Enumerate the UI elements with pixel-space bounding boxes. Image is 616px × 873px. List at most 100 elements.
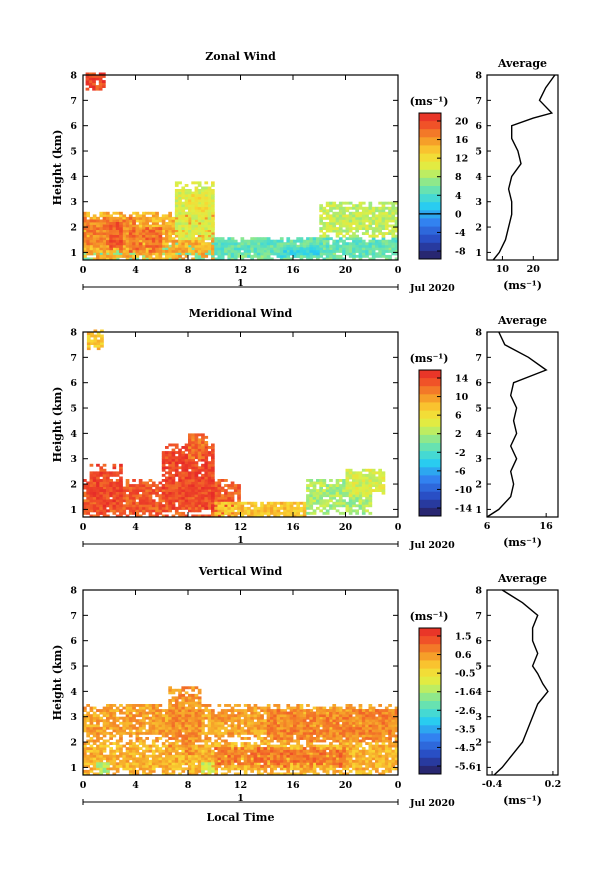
heatmap-cell <box>191 451 195 454</box>
heatmap-cell <box>191 499 195 503</box>
heatmap-cell <box>102 463 107 467</box>
panel-title: Vertical Wind <box>198 565 283 578</box>
heatmap-cell <box>345 468 350 472</box>
colorbar-tick-label: 2 <box>455 429 462 440</box>
heatmap-cell <box>233 489 238 492</box>
heatmap-cell <box>92 764 97 768</box>
heatmap-cells <box>83 686 399 776</box>
heatmap-cell <box>85 87 90 91</box>
heatmap-cell <box>247 501 251 505</box>
heatmap-cell <box>207 476 212 480</box>
heatmap-cell <box>145 239 149 243</box>
heatmap-cell <box>102 232 107 235</box>
heatmap-cell <box>83 216 87 220</box>
heatmap-cell <box>201 257 205 261</box>
heatmap-cell <box>204 451 209 454</box>
heatmap-cell <box>135 254 140 258</box>
heatmap-cell <box>99 229 104 233</box>
heatmap-cell <box>204 476 209 480</box>
heatmap-cell <box>345 484 350 487</box>
heatmap-cell <box>188 473 192 477</box>
heatmap-cell <box>201 201 205 205</box>
heatmap-cell <box>115 504 120 508</box>
heatmap-cell <box>155 257 159 261</box>
heatmap-cell <box>181 216 186 220</box>
heatmap-cell <box>358 214 363 218</box>
heatmap-cell <box>355 489 359 492</box>
heatmap-cell <box>112 509 117 513</box>
heatmap-cell <box>211 744 215 748</box>
heatmap-cell <box>138 214 143 218</box>
heatmap-cell <box>138 509 143 513</box>
heatmap-cell <box>384 201 389 205</box>
heatmap-cell <box>99 759 104 763</box>
y-tick-label: 7 <box>70 353 77 364</box>
heatmap-cell <box>355 242 359 246</box>
heatmap-cell <box>299 769 304 773</box>
heatmap-cell <box>174 451 179 454</box>
heatmap-cell <box>174 509 179 513</box>
heatmap-cell <box>184 448 189 452</box>
y-tick-label: 8 <box>70 328 77 339</box>
heatmap-cell <box>99 754 104 758</box>
heatmap-cell <box>99 757 104 761</box>
heatmap-cell <box>345 247 350 251</box>
heatmap-cell <box>93 344 98 348</box>
heatmap-cell <box>89 759 94 763</box>
heatmap-cell <box>155 239 159 243</box>
heatmap-cell <box>335 504 340 508</box>
heatmap-cell <box>174 189 179 192</box>
heatmap-cell <box>342 206 346 210</box>
heatmap-cell <box>151 242 156 246</box>
colorbar-segment <box>419 242 441 252</box>
heatmap-cell <box>319 747 323 750</box>
heatmap-cell <box>375 224 379 228</box>
heatmap-cell <box>371 252 376 256</box>
heatmap-cell <box>184 499 189 503</box>
heatmap-cell <box>165 514 169 518</box>
heatmap-cell <box>338 239 343 243</box>
heatmap-cell <box>378 473 382 477</box>
heatmap-cell <box>306 501 310 505</box>
heatmap-cell <box>188 499 192 503</box>
heatmap-cell <box>361 499 366 503</box>
heatmap-cell <box>112 486 117 490</box>
heatmap-cell <box>211 209 215 213</box>
heatmap-cell <box>207 189 212 192</box>
heatmap-cell <box>233 501 238 505</box>
heatmap-cell <box>174 257 179 261</box>
heatmap-cell <box>279 744 284 748</box>
heatmap-cell <box>128 244 133 248</box>
heatmap-cell <box>247 767 251 771</box>
heatmap-cell <box>115 219 120 223</box>
heatmap-cell <box>309 254 314 258</box>
heatmap-cell <box>352 219 356 223</box>
heatmap-cell <box>319 501 323 505</box>
heatmap-cell <box>106 244 110 248</box>
heatmap-cell <box>132 767 136 771</box>
heatmap-cell <box>224 491 228 495</box>
heatmap-cell <box>289 239 294 243</box>
y-tick-label: 3 <box>70 454 77 465</box>
heatmap-cell <box>319 242 323 246</box>
heatmap-cell <box>119 496 123 500</box>
heatmap-cell <box>174 463 179 467</box>
heatmap-cell <box>184 456 189 460</box>
heatmap-cell <box>211 458 215 462</box>
heatmap-cell <box>115 479 120 482</box>
heatmap-cell <box>165 506 169 510</box>
heatmap-cell <box>329 229 333 233</box>
x-tick-label: 8 <box>185 265 192 276</box>
heatmap-cell <box>230 764 235 768</box>
heatmap-cell <box>119 466 123 470</box>
heatmap-cell <box>194 239 199 243</box>
heatmap-cell <box>188 764 192 768</box>
heatmap-cell <box>142 769 146 773</box>
heatmap-cell <box>191 757 195 761</box>
heatmap-cell <box>178 229 182 233</box>
heatmap-cell <box>171 496 176 500</box>
heatmap-cell <box>270 506 274 510</box>
heatmap-cell <box>394 219 399 223</box>
heatmap-cell <box>92 506 97 510</box>
heatmap-cell <box>184 201 189 205</box>
